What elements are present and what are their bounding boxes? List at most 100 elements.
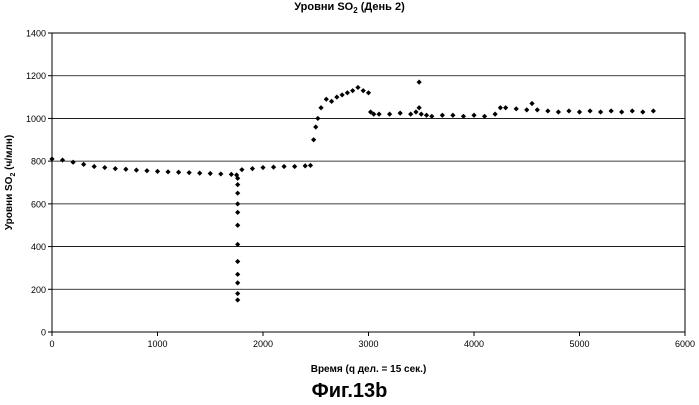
data-point <box>282 164 287 169</box>
data-point <box>408 112 413 117</box>
data-point <box>197 171 202 176</box>
data-point <box>165 169 170 174</box>
x-tick-label: 3000 <box>358 339 378 349</box>
data-point <box>235 223 240 228</box>
data-point <box>187 170 192 175</box>
data-point <box>311 137 316 142</box>
y-tick-label: 200 <box>31 285 46 295</box>
data-point <box>398 110 403 115</box>
data-point <box>208 171 213 176</box>
data-point <box>376 112 381 117</box>
data-point <box>318 105 323 110</box>
data-point <box>424 113 429 118</box>
data-point <box>619 109 624 114</box>
data-point <box>529 101 534 106</box>
data-point <box>566 108 571 113</box>
data-point <box>250 166 255 171</box>
data-point <box>260 165 265 170</box>
data-point <box>545 108 550 113</box>
x-tick-label: 5000 <box>569 339 589 349</box>
data-point <box>218 171 223 176</box>
data-point <box>340 92 345 97</box>
data-point <box>640 109 645 114</box>
data-point <box>292 164 297 169</box>
data-point <box>235 259 240 264</box>
data-point <box>417 105 422 110</box>
data-point <box>113 166 118 171</box>
data-point <box>598 109 603 114</box>
x-tick-label: 1000 <box>147 339 167 349</box>
data-point <box>123 167 128 172</box>
data-point <box>387 112 392 117</box>
data-point <box>577 109 582 114</box>
data-point <box>229 172 234 177</box>
data-point <box>366 90 371 95</box>
data-point <box>235 201 240 206</box>
data-point <box>355 85 360 90</box>
data-point <box>609 108 614 113</box>
data-point <box>361 88 366 93</box>
data-point <box>144 168 149 173</box>
grid-lines <box>48 33 685 332</box>
data-point <box>471 113 476 118</box>
data-point <box>651 108 656 113</box>
data-point <box>630 108 635 113</box>
data-point <box>71 160 76 165</box>
data-point <box>524 107 529 112</box>
y-tick-label: 600 <box>31 199 46 209</box>
data-point <box>413 109 418 114</box>
plot-area <box>52 33 685 332</box>
data-point <box>92 164 97 169</box>
data-point <box>498 105 503 110</box>
data-point <box>235 182 240 187</box>
y-tick-label: 800 <box>31 157 46 167</box>
x-tick-label: 0 <box>49 339 54 349</box>
data-point <box>450 113 455 118</box>
data-point <box>417 80 422 85</box>
data-point <box>313 124 318 129</box>
data-point <box>271 165 276 170</box>
x-axis-label: Время (q дел. = 15 сек.) <box>311 364 427 375</box>
y-tick-label: 1400 <box>26 29 46 39</box>
data-point <box>514 106 519 111</box>
data-point <box>535 107 540 112</box>
data-point <box>345 90 350 95</box>
data-point <box>155 169 160 174</box>
data-point <box>556 109 561 114</box>
y-tick-label: 1200 <box>26 71 46 81</box>
data-point <box>239 167 244 172</box>
data-point <box>503 105 508 110</box>
data-point <box>235 291 240 296</box>
data-series <box>49 80 656 303</box>
data-point <box>315 116 320 121</box>
data-point <box>303 163 308 168</box>
x-tick-label: 6000 <box>675 339 695 349</box>
data-point <box>324 97 329 102</box>
data-point <box>235 297 240 302</box>
figure-caption: Фиг.13b <box>0 380 699 403</box>
x-tick-labels: 0 1000 2000 3000 4000 5000 6000 <box>49 332 695 349</box>
chart-svg: 0 200 400 600 800 1000 1200 1400 0 1000 2000 3000 4… <box>0 0 699 380</box>
data-point <box>334 94 339 99</box>
data-point <box>440 113 445 118</box>
data-point <box>419 112 424 117</box>
x-tick-label: 2000 <box>253 339 273 349</box>
data-point <box>235 272 240 277</box>
data-point <box>235 191 240 196</box>
y-tick-label: 1000 <box>26 114 46 124</box>
data-point <box>587 108 592 113</box>
y-tick-label: 0 <box>41 328 46 338</box>
x-tick-label: 4000 <box>464 339 484 349</box>
data-point <box>329 99 334 104</box>
data-point <box>60 157 65 162</box>
y-tick-label: 400 <box>31 242 46 252</box>
data-point <box>176 170 181 175</box>
data-point <box>235 210 240 215</box>
y-tick-labels: 0 200 400 600 800 1000 1200 1400 <box>26 29 46 338</box>
data-point <box>235 280 240 285</box>
data-point <box>81 162 86 167</box>
data-point <box>493 112 498 117</box>
data-point <box>308 163 313 168</box>
data-point <box>134 168 139 173</box>
y-axis-label: Уровни SO2 (ч/млн) <box>4 135 17 230</box>
